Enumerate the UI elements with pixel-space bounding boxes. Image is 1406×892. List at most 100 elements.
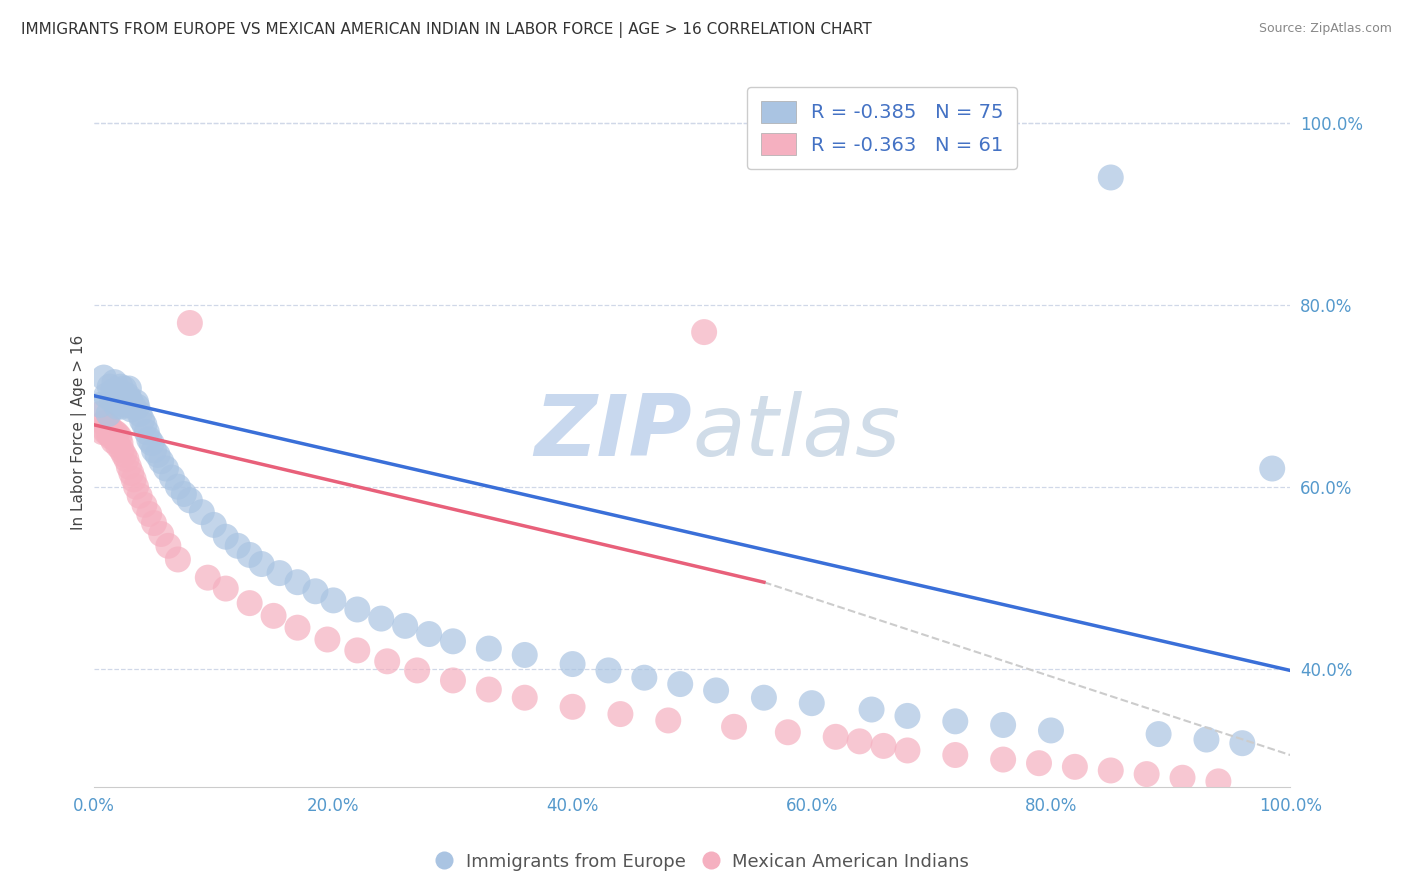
Point: [157, 539, 180, 553]
Point: [394, 619, 416, 633]
Point: [1261, 461, 1284, 475]
Text: atlas: atlas: [692, 391, 900, 474]
Point: [108, 430, 131, 444]
Point: [513, 648, 536, 662]
Point: [115, 452, 138, 467]
Point: [693, 325, 716, 339]
Point: [167, 480, 190, 494]
Point: [97, 407, 120, 421]
Point: [120, 393, 142, 408]
Point: [173, 487, 195, 501]
Point: [104, 433, 127, 447]
Text: ZIP: ZIP: [534, 391, 692, 474]
Point: [1028, 756, 1050, 771]
Point: [215, 530, 238, 544]
Legend: R = -0.385   N = 75, R = -0.363   N = 61: R = -0.385 N = 75, R = -0.363 N = 61: [747, 87, 1018, 169]
Point: [375, 654, 398, 668]
Point: [872, 739, 894, 753]
Point: [143, 516, 166, 530]
Point: [346, 602, 368, 616]
Point: [98, 420, 121, 434]
Point: [127, 400, 149, 414]
Point: [167, 552, 190, 566]
Point: [122, 472, 145, 486]
Point: [991, 718, 1014, 732]
Point: [215, 582, 238, 596]
Point: [107, 396, 129, 410]
Point: [91, 425, 114, 439]
Point: [860, 702, 883, 716]
Point: [418, 627, 440, 641]
Point: [776, 725, 799, 739]
Point: [1171, 771, 1194, 785]
Point: [94, 425, 117, 439]
Point: [125, 395, 148, 409]
Point: [179, 493, 201, 508]
Point: [115, 398, 138, 412]
Point: [89, 398, 111, 412]
Point: [598, 664, 620, 678]
Point: [752, 690, 775, 705]
Point: [943, 714, 966, 729]
Point: [143, 443, 166, 458]
Point: [370, 611, 392, 625]
Point: [197, 571, 219, 585]
Point: [513, 690, 536, 705]
Point: [1147, 727, 1170, 741]
Point: [96, 417, 118, 432]
Point: [97, 426, 120, 441]
Point: [122, 400, 145, 414]
Point: [101, 425, 124, 439]
Point: [150, 454, 173, 468]
Point: [1136, 767, 1159, 781]
Point: [609, 707, 631, 722]
Point: [316, 632, 339, 647]
Point: [103, 384, 125, 399]
Point: [406, 664, 429, 678]
Point: [125, 480, 148, 494]
Point: [250, 557, 273, 571]
Point: [669, 677, 692, 691]
Point: [179, 316, 201, 330]
Point: [131, 413, 153, 427]
Point: [128, 407, 150, 421]
Point: [287, 621, 309, 635]
Point: [191, 505, 214, 519]
Point: [108, 384, 131, 399]
Point: [287, 575, 309, 590]
Point: [110, 391, 132, 405]
Point: [202, 517, 225, 532]
Point: [991, 753, 1014, 767]
Point: [848, 734, 870, 748]
Point: [134, 417, 156, 432]
Point: [800, 696, 823, 710]
Point: [896, 709, 918, 723]
Point: [1099, 764, 1122, 778]
Point: [101, 393, 124, 408]
Point: [657, 714, 679, 728]
Point: [93, 416, 115, 430]
Point: [110, 436, 132, 450]
Point: [723, 720, 745, 734]
Point: [100, 430, 122, 444]
Point: [160, 470, 183, 484]
Point: [1195, 732, 1218, 747]
Point: [150, 527, 173, 541]
Point: [118, 382, 141, 396]
Point: [146, 448, 169, 462]
Point: [89, 407, 111, 421]
Point: [824, 730, 846, 744]
Point: [441, 673, 464, 688]
Point: [117, 389, 139, 403]
Point: [114, 393, 136, 408]
Point: [441, 634, 464, 648]
Point: [1039, 723, 1062, 738]
Point: [1099, 170, 1122, 185]
Point: [120, 402, 142, 417]
Point: [104, 389, 127, 403]
Point: [138, 507, 160, 521]
Text: Source: ZipAtlas.com: Source: ZipAtlas.com: [1258, 22, 1392, 36]
Point: [1208, 774, 1230, 789]
Point: [943, 747, 966, 762]
Point: [107, 439, 129, 453]
